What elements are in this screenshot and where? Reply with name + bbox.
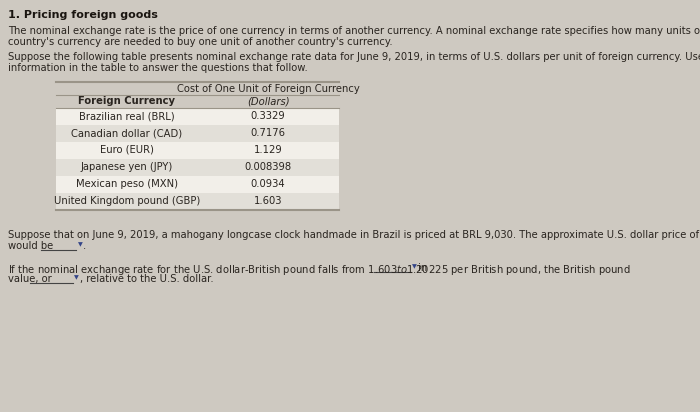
Text: Cost of One Unit of Foreign Currency: Cost of One Unit of Foreign Currency (176, 84, 360, 94)
Text: 0.008398: 0.008398 (244, 162, 292, 172)
Text: Suppose the following table presents nominal exchange rate data for June 9, 2019: Suppose the following table presents nom… (8, 52, 700, 62)
Text: ▼: ▼ (412, 264, 416, 269)
Text: information in the table to answer the questions that follow.: information in the table to answer the q… (8, 63, 308, 73)
Text: .: . (83, 241, 87, 251)
Text: ▼: ▼ (78, 242, 83, 247)
Text: Mexican peso (MXN): Mexican peso (MXN) (76, 179, 178, 189)
Text: 1.603: 1.603 (254, 196, 282, 206)
Text: ▼: ▼ (74, 275, 79, 280)
Text: country's currency are needed to buy one unit of another country's currency.: country's currency are needed to buy one… (8, 37, 393, 47)
Text: Suppose that on June 9, 2019, a mahogany longcase clock handmade in Brazil is pr: Suppose that on June 9, 2019, a mahogany… (8, 230, 700, 240)
Bar (57, 159, 339, 176)
Bar (57, 142, 339, 159)
Text: value, or: value, or (8, 274, 52, 284)
Text: Japanese yen (JPY): Japanese yen (JPY) (81, 162, 173, 172)
Bar (57, 108, 339, 125)
Text: 1. Pricing foreign goods: 1. Pricing foreign goods (8, 10, 158, 20)
Text: If the nominal exchange rate for the U.S. dollar-British pound falls from $1.603: If the nominal exchange rate for the U.S… (8, 263, 631, 277)
Text: 0.7176: 0.7176 (251, 128, 286, 138)
Bar (57, 193, 339, 210)
Text: 0.3329: 0.3329 (251, 111, 286, 121)
Text: United Kingdom pound (GBP): United Kingdom pound (GBP) (54, 196, 200, 206)
Text: would be: would be (8, 241, 54, 251)
Text: Foreign Currency: Foreign Currency (78, 96, 176, 106)
Text: in: in (418, 263, 427, 273)
Text: Euro (EUR): Euro (EUR) (100, 145, 154, 155)
Text: The nominal exchange rate is the price of one currency in terms of another curre: The nominal exchange rate is the price o… (8, 26, 700, 36)
Bar (57, 176, 339, 193)
Text: 1.129: 1.129 (253, 145, 283, 155)
Bar (57, 125, 339, 142)
Text: (Dollars): (Dollars) (247, 96, 289, 106)
Text: , relative to the U.S. dollar.: , relative to the U.S. dollar. (80, 274, 214, 284)
Text: Brazilian real (BRL): Brazilian real (BRL) (79, 111, 175, 121)
Text: Canadian dollar (CAD): Canadian dollar (CAD) (71, 128, 183, 138)
Text: 0.0934: 0.0934 (251, 179, 286, 189)
